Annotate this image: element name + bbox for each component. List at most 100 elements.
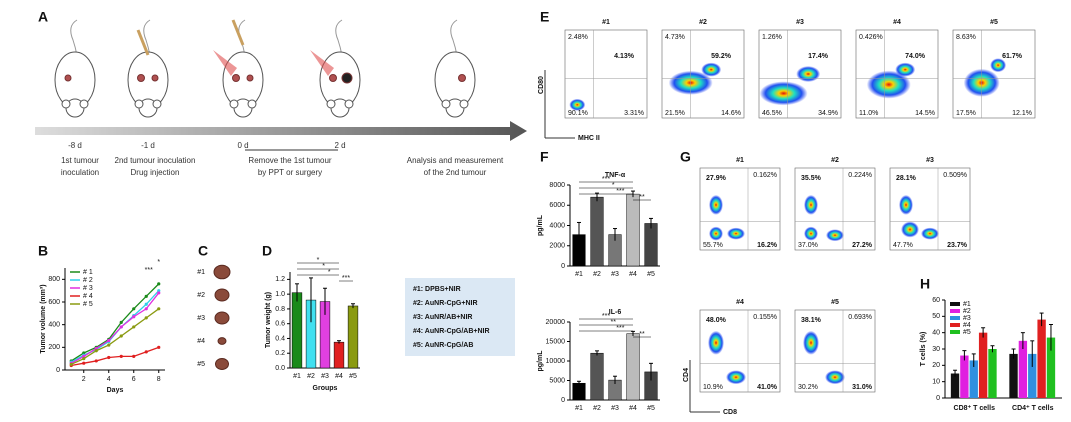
significance: *** bbox=[616, 188, 624, 195]
series-line bbox=[70, 292, 160, 364]
quadrant-value: 30.2% bbox=[798, 384, 818, 391]
quadrant-value: 37.0% bbox=[798, 242, 818, 249]
significance: * bbox=[322, 263, 325, 270]
mouse-ear bbox=[441, 99, 451, 109]
legend-swatch bbox=[950, 316, 960, 320]
y-tick-label: 8000 bbox=[549, 182, 565, 189]
legend-swatch bbox=[950, 323, 960, 327]
data-point bbox=[157, 307, 161, 311]
plot-title: #5 bbox=[831, 299, 839, 306]
legend-label: # 2 bbox=[83, 277, 93, 284]
bar bbox=[978, 332, 988, 398]
density-cluster bbox=[709, 194, 723, 215]
significance: ** bbox=[639, 331, 645, 338]
data-point bbox=[157, 282, 161, 286]
plot-title: #4 bbox=[893, 19, 901, 26]
data-point bbox=[69, 362, 73, 366]
quadrant-value: 23.7% bbox=[947, 242, 968, 249]
y-tick-label: 40 bbox=[932, 330, 940, 337]
bar bbox=[333, 341, 345, 369]
quadrant-value: 16.2% bbox=[757, 242, 778, 249]
density-cluster bbox=[921, 227, 939, 240]
data-point bbox=[144, 316, 148, 320]
quadrant-value: 14.6% bbox=[721, 110, 741, 117]
x-axis-label: Days bbox=[107, 387, 124, 394]
density-cluster bbox=[825, 370, 845, 385]
density-cluster bbox=[826, 229, 844, 242]
quadrant-value: 21.5% bbox=[665, 110, 685, 117]
legend-box bbox=[405, 278, 515, 356]
bar bbox=[1028, 353, 1037, 398]
bar bbox=[626, 193, 640, 267]
panel-label: E bbox=[540, 9, 549, 25]
data-point bbox=[144, 307, 148, 311]
bar bbox=[626, 333, 640, 401]
tumor bbox=[232, 74, 240, 82]
tumor bbox=[151, 74, 159, 82]
bar bbox=[969, 360, 978, 398]
plot-title: #3 bbox=[926, 157, 934, 164]
density-cluster bbox=[990, 58, 1007, 73]
y-tick-label: 15000 bbox=[546, 338, 566, 345]
day-label: 2 d bbox=[334, 141, 345, 150]
quadrant-value: 74.0% bbox=[905, 53, 926, 60]
quadrant-value: 41.0% bbox=[757, 384, 778, 391]
y-tick-label: 0.0 bbox=[275, 365, 285, 372]
tumor-label: #4 bbox=[197, 338, 205, 345]
quadrant-value: 59.2% bbox=[711, 53, 732, 60]
x-tick-label: #3 bbox=[321, 373, 329, 380]
mouse-ear bbox=[344, 99, 354, 109]
x-tick-label: #4 bbox=[335, 373, 343, 380]
quadrant-value: 3.31% bbox=[624, 110, 644, 117]
x-tick-label: 8 bbox=[157, 376, 161, 383]
x-tick-label: #3 bbox=[611, 271, 619, 278]
tumor bbox=[246, 74, 254, 82]
quadrant-value: 27.2% bbox=[852, 242, 873, 249]
bar bbox=[988, 349, 997, 398]
y-axis-label: CD4 bbox=[683, 368, 690, 382]
density-cluster bbox=[804, 226, 818, 241]
series-line bbox=[70, 308, 160, 365]
x-tick-label: #1 bbox=[575, 405, 583, 412]
quadrant-value: 34.9% bbox=[818, 110, 838, 117]
bar bbox=[1018, 340, 1028, 398]
quadrant-value: 0.155% bbox=[753, 314, 777, 321]
x-tick-label: #2 bbox=[593, 271, 601, 278]
y-tick-label: 1.2 bbox=[275, 276, 285, 283]
plot-title: #1 bbox=[602, 19, 610, 26]
data-point bbox=[132, 354, 136, 358]
tumor bbox=[329, 74, 337, 82]
plot-title: #1 bbox=[736, 157, 744, 164]
tumor bbox=[458, 74, 466, 82]
day-label: -8 d bbox=[68, 141, 82, 150]
significance: ** bbox=[610, 319, 616, 326]
significance: *** bbox=[616, 325, 624, 332]
series-line bbox=[70, 283, 160, 362]
data-point bbox=[82, 357, 86, 361]
density-cluster bbox=[866, 70, 911, 99]
quadrant-value: 28.1% bbox=[896, 175, 917, 182]
y-tick-label: 0 bbox=[936, 395, 940, 402]
panel-label: C bbox=[198, 243, 208, 259]
y-tick-label: 0 bbox=[561, 263, 565, 270]
y-tick-label: 200 bbox=[48, 344, 60, 351]
y-tick-label: 600 bbox=[48, 299, 60, 306]
quadrant-value: 14.5% bbox=[915, 110, 935, 117]
mouse-ear bbox=[229, 99, 239, 109]
data-point bbox=[144, 294, 148, 298]
panel-label: D bbox=[262, 243, 272, 259]
x-tick-label: CD4⁺ T cells bbox=[1012, 405, 1054, 412]
legend-label: # 4 bbox=[83, 293, 93, 300]
caption: 2nd tumour inoculation bbox=[115, 156, 196, 165]
mouse-ear bbox=[326, 99, 336, 109]
density-cluster bbox=[804, 194, 818, 215]
caption: of the 2nd tumour bbox=[424, 168, 487, 177]
timeline-arrow bbox=[35, 121, 527, 141]
tumor-photo bbox=[214, 311, 230, 325]
tumor-label: #5 bbox=[197, 361, 205, 368]
data-point bbox=[119, 334, 123, 338]
y-tick-label: 4000 bbox=[549, 222, 565, 229]
y-tick-label: 6000 bbox=[549, 202, 565, 209]
quadrant-value: 0.224% bbox=[848, 172, 872, 179]
